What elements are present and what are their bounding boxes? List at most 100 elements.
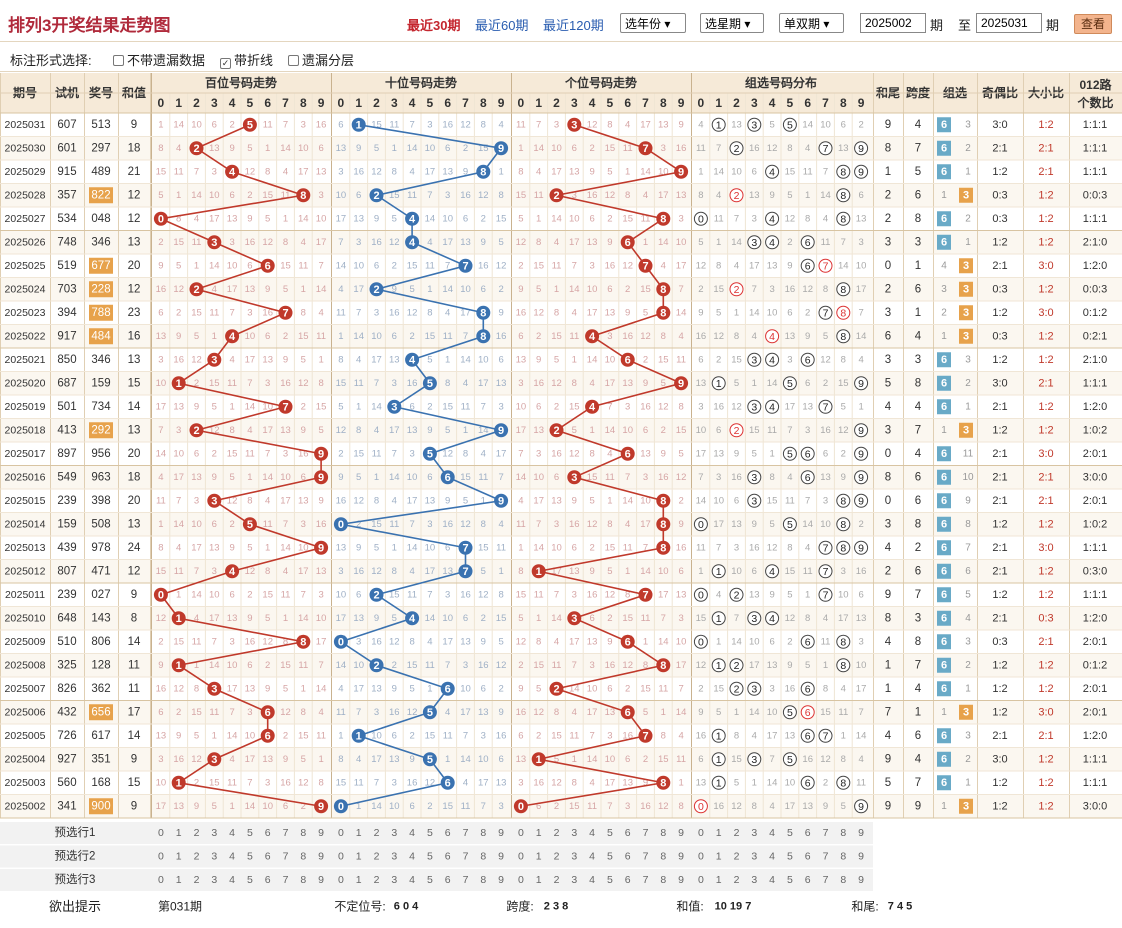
- preselect-digit[interactable]: 0: [698, 874, 704, 886]
- checkbox-checked-icon[interactable]: ✓: [220, 58, 231, 69]
- preselect-digit[interactable]: 2: [554, 851, 560, 863]
- preselect-digit[interactable]: 2: [194, 874, 200, 886]
- preselect-digit[interactable]: 9: [498, 851, 504, 863]
- year-select[interactable]: 选年份 ▾: [620, 13, 686, 33]
- preselect-digit[interactable]: 2: [374, 827, 380, 839]
- preselect-digit[interactable]: 0: [698, 827, 704, 839]
- preselect-digit[interactable]: 7: [643, 827, 649, 839]
- preselect-digit[interactable]: 1: [716, 874, 722, 886]
- preselect-digit[interactable]: 0: [338, 827, 344, 839]
- preselect-digit[interactable]: 4: [769, 851, 775, 863]
- preselect-digit[interactable]: 8: [840, 827, 846, 839]
- preselect-digit[interactable]: 8: [480, 851, 486, 863]
- preselect-digit[interactable]: 6: [805, 874, 811, 886]
- preselect-digit[interactable]: 1: [716, 827, 722, 839]
- preselect-digit[interactable]: 9: [498, 827, 504, 839]
- preselect-digit[interactable]: 2: [734, 827, 740, 839]
- preselect-digit[interactable]: 4: [229, 851, 235, 863]
- preselect-digit[interactable]: 8: [480, 874, 486, 886]
- preselect-digit[interactable]: 2: [734, 874, 740, 886]
- recent-120-link[interactable]: 最近120期: [543, 18, 604, 33]
- preselect-digit[interactable]: 9: [318, 874, 324, 886]
- preselect-digit[interactable]: 6: [445, 874, 451, 886]
- preselect-digit[interactable]: 3: [751, 851, 757, 863]
- preselect-digit[interactable]: 9: [678, 874, 684, 886]
- preselect-digit[interactable]: 0: [518, 851, 524, 863]
- checkbox-icon[interactable]: [113, 55, 124, 66]
- preselect-digit[interactable]: 6: [625, 851, 631, 863]
- preselect-digit[interactable]: 7: [283, 874, 289, 886]
- option-no-miss-data[interactable]: 不带遗漏数据: [113, 50, 205, 69]
- checkbox-icon[interactable]: [288, 55, 299, 66]
- preselect-digit[interactable]: 5: [247, 827, 253, 839]
- preselect-digit[interactable]: 4: [589, 874, 595, 886]
- preselect-digit[interactable]: 5: [247, 851, 253, 863]
- option-polyline[interactable]: ✓ 带折线: [220, 50, 273, 69]
- preselect-digit[interactable]: 4: [589, 827, 595, 839]
- preselect-digit[interactable]: 3: [391, 851, 397, 863]
- from-period-input[interactable]: 2025002: [860, 13, 926, 33]
- preselect-digit[interactable]: 5: [787, 827, 793, 839]
- preselect-digit[interactable]: 4: [229, 874, 235, 886]
- preselect-digit[interactable]: 9: [858, 874, 864, 886]
- preselect-digit[interactable]: 6: [625, 827, 631, 839]
- preselect-digit[interactable]: 1: [536, 874, 542, 886]
- preselect-digit[interactable]: 8: [300, 874, 306, 886]
- preselect-digit[interactable]: 9: [318, 851, 324, 863]
- preselect-digit[interactable]: 1: [356, 827, 362, 839]
- preselect-digit[interactable]: 6: [805, 851, 811, 863]
- preselect-digit[interactable]: 1: [356, 851, 362, 863]
- preselect-digit[interactable]: 9: [858, 827, 864, 839]
- preselect-digit[interactable]: 5: [607, 827, 613, 839]
- preselect-digit[interactable]: 9: [498, 874, 504, 886]
- preselect-digit[interactable]: 0: [158, 874, 164, 886]
- preselect-digit[interactable]: 3: [571, 827, 577, 839]
- preselect-digit[interactable]: 4: [409, 851, 415, 863]
- preselect-digit[interactable]: 1: [176, 851, 182, 863]
- preselect-digit[interactable]: 7: [463, 874, 469, 886]
- preselect-digit[interactable]: 3: [751, 827, 757, 839]
- preselect-digit[interactable]: 3: [391, 874, 397, 886]
- preselect-digit[interactable]: 2: [554, 827, 560, 839]
- preselect-digit[interactable]: 8: [660, 874, 666, 886]
- preselect-digit[interactable]: 8: [660, 851, 666, 863]
- preselect-digit[interactable]: 4: [409, 874, 415, 886]
- preselect-digit[interactable]: 2: [194, 827, 200, 839]
- preselect-digit[interactable]: 3: [211, 874, 217, 886]
- preselect-digit[interactable]: 8: [660, 827, 666, 839]
- preselect-digit[interactable]: 2: [734, 851, 740, 863]
- recent-60-link[interactable]: 最近60期: [475, 18, 529, 33]
- preselect-digit[interactable]: 6: [265, 874, 271, 886]
- preselect-digit[interactable]: 9: [858, 851, 864, 863]
- preselect-digit[interactable]: 6: [265, 827, 271, 839]
- preselect-digit[interactable]: 3: [571, 851, 577, 863]
- preselect-digit[interactable]: 6: [805, 827, 811, 839]
- preselect-digit[interactable]: 5: [427, 827, 433, 839]
- preselect-digit[interactable]: 8: [840, 851, 846, 863]
- preselect-digit[interactable]: 6: [625, 874, 631, 886]
- week-select[interactable]: 选星期 ▾: [700, 13, 764, 33]
- preselect-digit[interactable]: 5: [607, 851, 613, 863]
- preselect-digit[interactable]: 3: [391, 827, 397, 839]
- preselect-digit[interactable]: 5: [427, 874, 433, 886]
- preselect-digit[interactable]: 1: [176, 827, 182, 839]
- preselect-digit[interactable]: 7: [283, 827, 289, 839]
- preselect-digit[interactable]: 4: [769, 827, 775, 839]
- view-button[interactable]: 查看: [1074, 14, 1112, 34]
- preselect-digit[interactable]: 7: [643, 874, 649, 886]
- preselect-digit[interactable]: 4: [589, 851, 595, 863]
- to-period-input[interactable]: 2025031: [976, 13, 1042, 33]
- option-miss-layer[interactable]: 遗漏分层: [288, 50, 354, 69]
- preselect-digit[interactable]: 0: [338, 874, 344, 886]
- preselect-digit[interactable]: 7: [823, 851, 829, 863]
- preselect-digit[interactable]: 7: [823, 827, 829, 839]
- preselect-digit[interactable]: 1: [176, 874, 182, 886]
- preselect-digit[interactable]: 5: [787, 851, 793, 863]
- preselect-digit[interactable]: 8: [300, 827, 306, 839]
- preselect-digit[interactable]: 7: [283, 851, 289, 863]
- preselect-digit[interactable]: 9: [678, 827, 684, 839]
- preselect-digit[interactable]: 3: [211, 827, 217, 839]
- preselect-digit[interactable]: 1: [716, 851, 722, 863]
- preselect-digit[interactable]: 9: [678, 851, 684, 863]
- preselect-digit[interactable]: 8: [480, 827, 486, 839]
